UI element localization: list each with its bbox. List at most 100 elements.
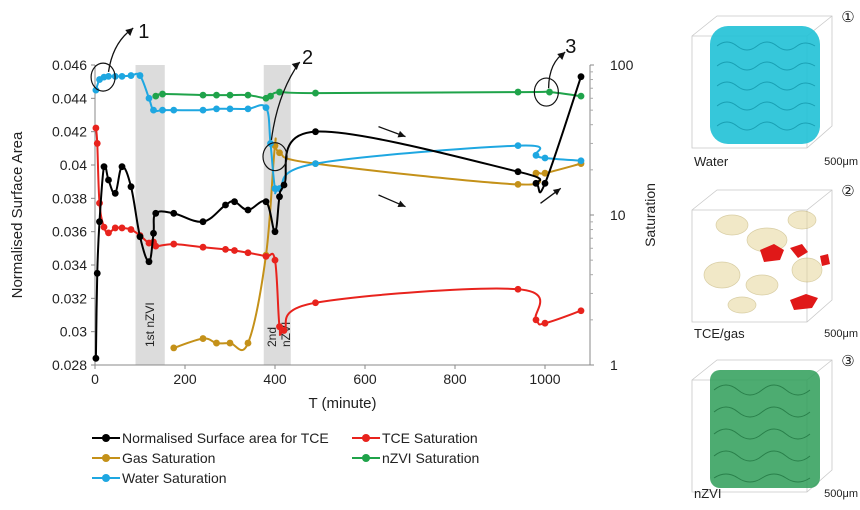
y-left-tick-label-6: 0.04 xyxy=(60,157,87,173)
y-left-tick-label-2: 0.032 xyxy=(52,290,87,306)
point-tce-saturation-24 xyxy=(541,319,549,327)
point-nzvi-saturation-12 xyxy=(577,92,585,100)
point-normalised-surface-area-for-tce-11 xyxy=(152,209,160,217)
point-normalised-surface-area-for-tce-1 xyxy=(93,269,101,277)
point-tce-saturation-2 xyxy=(96,199,103,207)
point-tce-saturation-25 xyxy=(577,307,585,315)
trend-arrowhead-3 xyxy=(552,188,561,196)
scale-bar-label-2: 500μm xyxy=(824,328,858,340)
point-nzvi-saturation-5 xyxy=(244,91,252,99)
point-water-saturation-0 xyxy=(92,86,100,94)
annotation-circle-2 xyxy=(262,142,288,172)
point-normalised-surface-area-for-tce-20 xyxy=(280,181,288,189)
point-water-saturation-9 xyxy=(150,106,157,114)
point-tce-saturation-21 xyxy=(312,299,319,307)
panel-label-water: Water xyxy=(694,154,729,169)
point-normalised-surface-area-for-tce-6 xyxy=(118,163,126,171)
point-normalised-surface-area-for-tce-3 xyxy=(100,163,108,171)
point-normalised-surface-area-for-tce-16 xyxy=(244,206,252,214)
point-tce-saturation-22 xyxy=(514,285,522,293)
point-tce-saturation-12 xyxy=(170,240,178,248)
point-nzvi-saturation-10 xyxy=(514,88,522,96)
point-normalised-surface-area-for-tce-10 xyxy=(150,229,157,237)
x-tick-label-1: 200 xyxy=(173,371,197,387)
y-left-tick-label-0: 0.028 xyxy=(52,357,87,373)
point-nzvi-saturation-9 xyxy=(312,89,319,97)
point-tce-saturation-7 xyxy=(127,226,135,233)
legend-label-gas: Gas Saturation xyxy=(122,450,216,466)
y-left-tick-label-9: 0.046 xyxy=(52,57,87,73)
point-tce-saturation-1 xyxy=(93,140,101,147)
region-label-1: 1st nZVI xyxy=(143,302,157,347)
point-water-saturation-22 xyxy=(532,151,540,159)
y-right-tick-label-0: 1 xyxy=(610,357,618,373)
point-water-saturation-24 xyxy=(577,157,585,165)
point-gas-saturation-2 xyxy=(213,339,220,347)
point-normalised-surface-area-for-tce-24 xyxy=(541,179,549,187)
y-left-tick-label-3: 0.034 xyxy=(52,257,87,273)
panel-label-nzvi: nZVI xyxy=(694,486,722,501)
point-gas-saturation-9 xyxy=(514,180,522,188)
y-left-tick-label-7: 0.042 xyxy=(52,124,87,140)
annotation-circle-1 xyxy=(90,62,116,92)
panel-water: ① Water 500μm xyxy=(672,6,858,169)
point-water-saturation-23 xyxy=(541,154,549,162)
point-normalised-surface-area-for-tce-5 xyxy=(111,189,119,197)
annotation-number-1: 1 xyxy=(138,21,149,43)
y-right-tick-label-2: 100 xyxy=(610,57,634,73)
point-nzvi-saturation-8 xyxy=(276,88,283,96)
point-nzvi-saturation-7 xyxy=(267,92,274,100)
point-tce-saturation-23 xyxy=(532,316,540,324)
point-tce-saturation-14 xyxy=(222,245,229,253)
point-tce-saturation-4 xyxy=(105,229,112,237)
point-water-saturation-8 xyxy=(145,94,153,102)
point-normalised-surface-area-for-tce-0 xyxy=(92,354,100,362)
point-water-saturation-11 xyxy=(170,106,178,114)
annotation-number-2: 2 xyxy=(302,47,313,69)
point-tce-saturation-5 xyxy=(111,224,119,232)
point-normalised-surface-area-for-tce-12 xyxy=(170,209,178,217)
x-tick-label-4: 800 xyxy=(443,371,467,387)
point-water-saturation-20 xyxy=(312,160,319,168)
point-water-saturation-21 xyxy=(514,142,522,150)
point-tce-saturation-13 xyxy=(199,243,207,251)
point-tce-saturation-19 xyxy=(276,323,283,331)
point-gas-saturation-11 xyxy=(541,169,549,177)
tce-gas-render-image xyxy=(691,189,833,323)
point-normalised-surface-area-for-tce-15 xyxy=(231,198,238,206)
y-left-tick-label-8: 0.044 xyxy=(52,90,87,106)
point-tce-saturation-17 xyxy=(262,252,270,260)
x-tick-label-3: 600 xyxy=(353,371,377,387)
point-tce-saturation-6 xyxy=(118,224,126,232)
x-tick-label-5: 1000 xyxy=(529,371,560,387)
point-tce-saturation-0 xyxy=(92,124,100,132)
point-normalised-surface-area-for-tce-8 xyxy=(136,233,144,241)
y-left-tick-label-1: 0.03 xyxy=(60,324,87,340)
legend-label-surface: Normalised Surface area for TCE xyxy=(122,430,329,446)
point-normalised-surface-area-for-tce-2 xyxy=(96,218,103,226)
annotation-arrowhead-2 xyxy=(291,62,300,70)
point-water-saturation-16 xyxy=(262,104,270,111)
point-gas-saturation-0 xyxy=(170,344,178,352)
point-normalised-surface-area-for-tce-22 xyxy=(514,168,522,176)
panel-number-2: ② xyxy=(841,183,855,200)
x-axis-title: T (minute) xyxy=(308,395,376,412)
point-water-saturation-10 xyxy=(159,106,166,114)
point-normalised-surface-area-for-tce-19 xyxy=(276,193,283,201)
legend-label-tce: TCE Saturation xyxy=(382,430,478,446)
point-tce-saturation-11 xyxy=(152,242,160,250)
annotation-arrowhead-3 xyxy=(557,52,566,60)
point-gas-saturation-4 xyxy=(244,339,252,347)
point-normalised-surface-area-for-tce-4 xyxy=(105,176,112,184)
x-tick-label-2: 400 xyxy=(263,371,287,387)
point-nzvi-saturation-4 xyxy=(226,91,234,99)
point-water-saturation-7 xyxy=(136,72,144,79)
point-normalised-surface-area-for-tce-13 xyxy=(199,218,207,226)
point-nzvi-saturation-1 xyxy=(159,90,166,98)
y-left-axis-title: Normalised Surface Area xyxy=(9,131,26,298)
point-gas-saturation-10 xyxy=(532,169,540,177)
point-tce-saturation-18 xyxy=(271,256,279,264)
annotation-arrowhead-1 xyxy=(125,28,134,36)
point-tce-saturation-20 xyxy=(280,327,288,334)
